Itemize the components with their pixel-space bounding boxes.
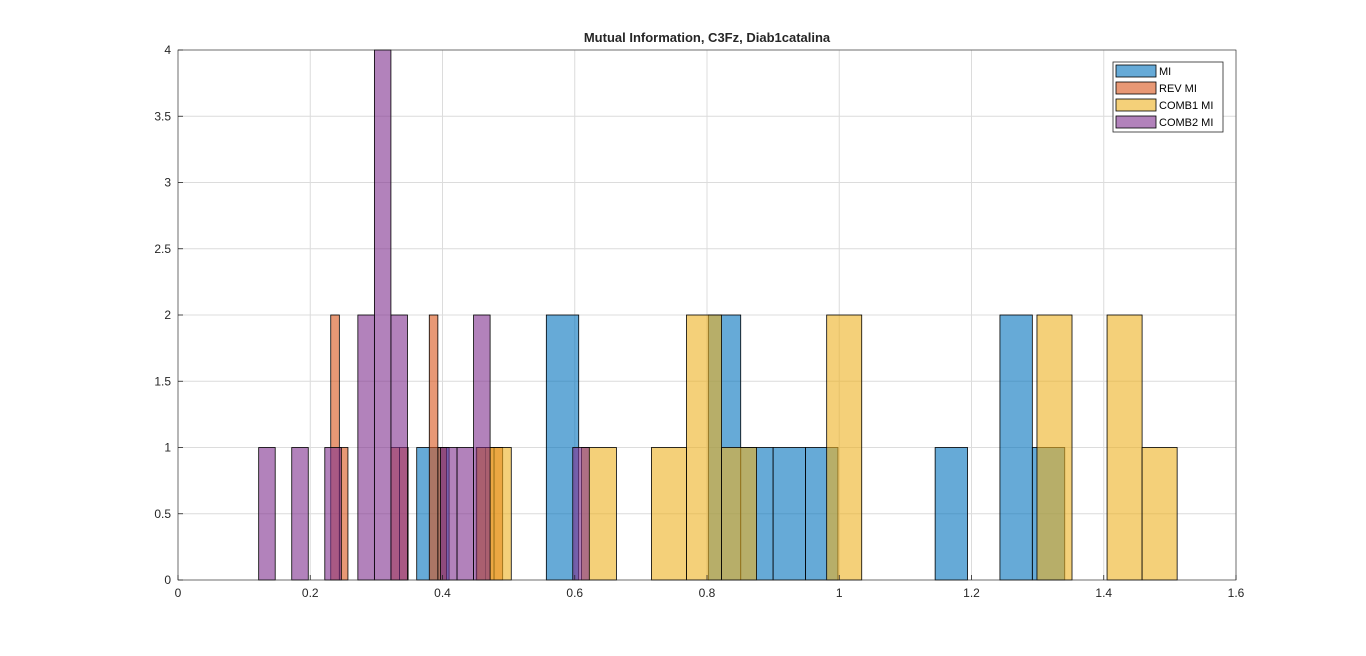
histogram-bar (934, 447, 968, 581)
histogram-bar (1141, 447, 1178, 581)
x-tick-label: 1.6 (1228, 586, 1245, 600)
histogram-bar (324, 447, 342, 581)
y-tick-label: 3 (164, 176, 171, 190)
histogram-bar (721, 447, 757, 581)
y-tick-label: 0 (164, 573, 171, 587)
legend-swatch (1115, 81, 1157, 95)
chart-title: Mutual Information, C3Fz, Diab1catalina (584, 30, 831, 45)
legend: MI REV MI COMB1 MI COMB2 MI (1112, 61, 1224, 133)
legend-label: REV MI (1159, 83, 1197, 95)
histogram-bar (826, 314, 863, 581)
y-tick-label: 2.5 (154, 242, 171, 256)
x-tick-label: 0.2 (302, 586, 319, 600)
histogram-bar (1036, 314, 1073, 581)
histogram-bar (572, 447, 590, 581)
legend-item: REV MI (1115, 81, 1197, 95)
histogram-bar (473, 314, 491, 581)
legend-item: MI (1115, 64, 1171, 78)
x-tick-label: 1.4 (1095, 586, 1112, 600)
y-tick-label: 1.5 (154, 374, 171, 388)
x-tick-label: 0 (175, 586, 182, 600)
y-tick-label: 0.5 (154, 507, 171, 521)
legend-item: COMB2 MI (1115, 115, 1213, 129)
histogram-bar (428, 314, 439, 581)
histogram-bar (456, 447, 474, 581)
histogram-bar (686, 314, 722, 581)
legend-swatch (1115, 98, 1157, 112)
legend-label: COMB2 MI (1159, 117, 1213, 129)
legend-label: MI (1159, 66, 1171, 78)
ticks-layer: 0 0.2 0.4 0.6 0.8 1 1.2 1.4 1.6 0 0.5 1 1.5 2 2.5 3 3.5 4 (154, 43, 1244, 600)
y-tick-label: 4 (164, 43, 171, 57)
x-tick-label: 1.2 (963, 586, 980, 600)
legend-swatch (1115, 64, 1157, 78)
y-tick-label: 2 (164, 308, 171, 322)
series-comb1-mi (475, 314, 1178, 581)
legend-swatch (1115, 115, 1157, 129)
legend-label: COMB1 MI (1159, 100, 1213, 112)
y-tick-label: 1 (164, 441, 171, 455)
legend-item: COMB1 MI (1115, 98, 1213, 112)
histogram-bar (291, 447, 309, 581)
histogram-bar (258, 447, 276, 581)
y-tick-label: 3.5 (154, 109, 171, 123)
series-mi (416, 314, 1066, 581)
histogram-bar (999, 314, 1033, 581)
x-tick-label: 0.8 (699, 586, 716, 600)
histogram-bar (357, 314, 375, 581)
x-tick-label: 0.6 (566, 586, 583, 600)
histogram-bar (772, 447, 806, 581)
histogram-bar (1106, 314, 1143, 581)
x-tick-label: 1 (836, 586, 843, 600)
histogram-bar (373, 49, 392, 581)
x-tick-label: 0.4 (434, 586, 451, 600)
bars-layer (258, 49, 1178, 581)
histogram-bar (440, 447, 458, 581)
histogram-bar (390, 314, 408, 581)
histogram-bar (651, 447, 687, 581)
